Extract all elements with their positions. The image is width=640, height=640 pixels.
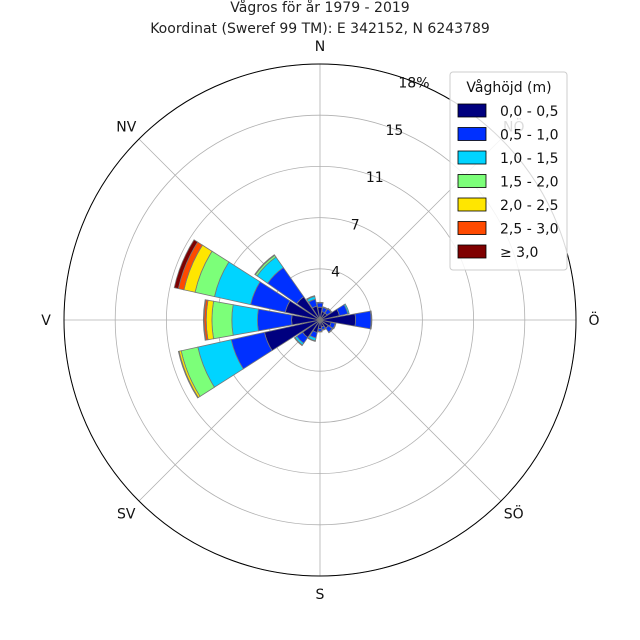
legend-swatch xyxy=(457,197,487,212)
legend-swatch xyxy=(457,127,487,141)
legend-label: 0,0 - 0,5 xyxy=(500,104,558,120)
outer-circle xyxy=(63,63,577,577)
rose-bar-segment xyxy=(321,327,327,331)
legend-swatch xyxy=(457,221,487,235)
legend-label: 0,5 - 1,0 xyxy=(500,128,558,144)
rose-bar-segment xyxy=(173,239,199,290)
rose-bar-segment xyxy=(328,328,334,334)
legend-label: 1,0 - 1,5 xyxy=(500,151,558,167)
radial-tick-label: 15 xyxy=(385,123,403,139)
rose-bar-segment xyxy=(317,330,323,333)
legend-swatch xyxy=(457,103,487,118)
chart-subtitle: Koordinat (Sweref 99 TM): E 342152, N 62… xyxy=(150,21,490,37)
direction-label: V xyxy=(41,313,51,329)
legend-label: 2,5 - 3,0 xyxy=(500,222,558,238)
legend-swatch xyxy=(457,174,487,188)
rose-bar-segment xyxy=(254,254,276,276)
radial-tick-label: 4 xyxy=(331,265,340,281)
grid-spoke xyxy=(138,319,321,502)
direction-label: Ö xyxy=(588,311,599,329)
rose-bar-segment xyxy=(369,310,373,330)
rose-bar-segment xyxy=(316,302,324,308)
rose-bars xyxy=(173,239,373,399)
radial-tick-label: 7 xyxy=(351,217,360,233)
direction-label: SV xyxy=(117,507,136,523)
rose-bar-segment xyxy=(231,304,259,336)
legend-frame xyxy=(449,71,568,271)
rose-bar-segment xyxy=(327,307,333,313)
chart-title: Vågros för år 1979 - 2019 xyxy=(230,0,409,16)
legend-items: 0,0 - 0,5 0,5 - 1,0 1,0 - 1,5 1,5 - 2,0 2,0 … xyxy=(457,103,558,261)
legend-title: Våghöjd (m) xyxy=(466,79,551,96)
radial-tick-label: 18% xyxy=(398,75,429,91)
rose-bar-segment xyxy=(211,300,234,340)
rose-bar-segment xyxy=(354,310,372,330)
legend-label: 1,5 - 2,0 xyxy=(500,175,558,191)
radial-tick-labels: 4 7 11 15 18% xyxy=(331,75,429,280)
rose-bar-segment xyxy=(306,295,316,301)
rose-bar-segment xyxy=(177,350,199,399)
legend: Våghöjd (m) 0,0 - 0,5 0,5 - 1,0 1,0 - 1,5 1… xyxy=(449,71,568,271)
direction-label: NV xyxy=(116,119,136,135)
legend-swatch xyxy=(457,150,487,165)
direction-label: SÖ xyxy=(504,505,524,523)
rose-bar-segment xyxy=(322,306,328,310)
rose-bar-segment xyxy=(332,322,337,330)
rose-bar-segment xyxy=(316,301,324,304)
legend-label: 2,0 - 2,5 xyxy=(500,198,558,214)
polar-grid xyxy=(63,63,577,577)
legend-label: ≥ 3,0 xyxy=(500,245,538,261)
direction-label: S xyxy=(316,587,325,603)
rose-bar-segment xyxy=(293,336,304,347)
rose-bar-segment xyxy=(203,299,207,341)
legend-swatch xyxy=(457,244,487,259)
rose-bar-segment xyxy=(307,337,316,342)
rose-bar-segment xyxy=(343,303,350,315)
radial-tick-label: 11 xyxy=(366,170,384,186)
direction-label: N xyxy=(315,39,325,55)
grid-spoke xyxy=(319,319,502,502)
